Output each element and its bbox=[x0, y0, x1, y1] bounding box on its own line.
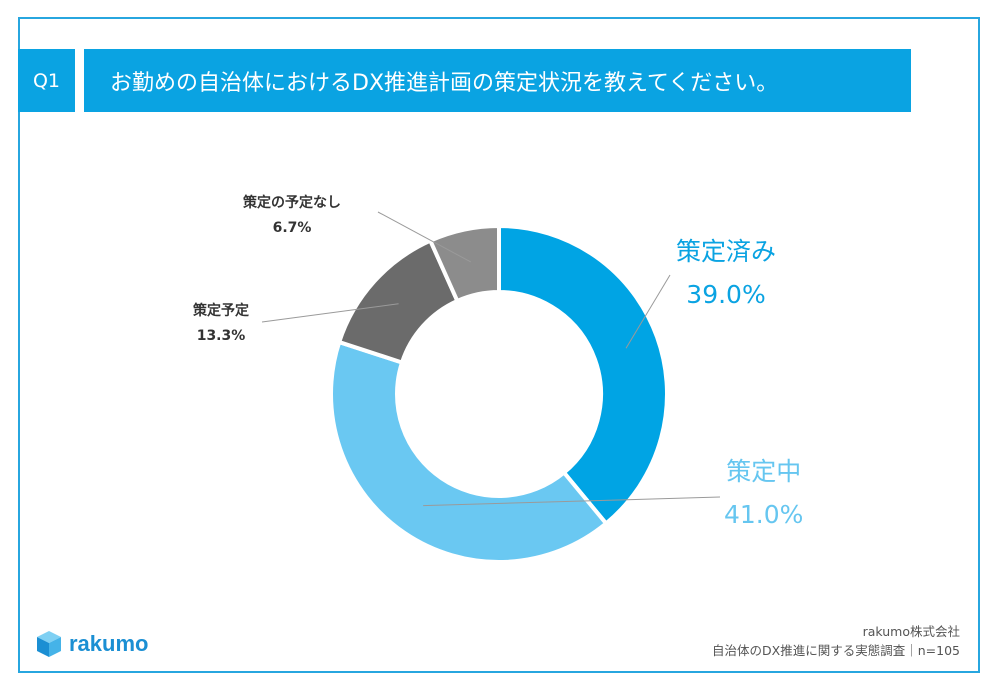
chart-frame bbox=[18, 17, 980, 673]
rakumo-logo: rakumo bbox=[36, 630, 148, 658]
slice-label-sakutei-chu: 策定中 41.0% bbox=[724, 452, 803, 529]
source-footer: rakumo株式会社 自治体のDX推進に関する実態調査｜n=105 bbox=[712, 622, 960, 660]
slice-value: 6.7% bbox=[272, 220, 312, 236]
question-title: お勤めの自治体におけるDX推進計画の策定状況を教えてください。 bbox=[84, 49, 911, 112]
logo-text: rakumo bbox=[69, 631, 149, 656]
company-name: rakumo株式会社 bbox=[862, 624, 960, 639]
slice-yotei-nashi bbox=[427, 223, 501, 304]
slice-value: 13.3% bbox=[196, 328, 246, 344]
slice-name: 策定の予定なし bbox=[243, 195, 341, 211]
slice-label-yotei-nashi: 策定の予定なし 6.7% bbox=[243, 192, 341, 236]
question-number-badge: Q1 bbox=[18, 49, 75, 112]
leader-sakutei-chu bbox=[423, 496, 721, 507]
slice-value: 41.0% bbox=[724, 500, 804, 529]
slice-sakutei-zumi bbox=[497, 223, 669, 527]
slice-label-sakutei-yotei: 策定予定 13.3% bbox=[193, 300, 249, 344]
leader-sakutei-zumi bbox=[625, 274, 671, 349]
cube-logo-icon bbox=[37, 631, 61, 657]
leader-yotei-nashi bbox=[377, 211, 472, 263]
slice-label-sakutei-zumi: 策定済み 39.0% bbox=[676, 232, 776, 309]
slice-value: 39.0% bbox=[686, 280, 766, 309]
slice-name: 策定予定 bbox=[193, 303, 249, 319]
slice-name: 策定中 bbox=[726, 457, 802, 486]
slice-name: 策定済み bbox=[676, 237, 777, 266]
survey-caption: 自治体のDX推進に関する実態調査｜n=105 bbox=[712, 643, 960, 658]
leader-sakutei-yotei bbox=[261, 303, 399, 323]
slice-sakutei-chu bbox=[329, 339, 609, 564]
